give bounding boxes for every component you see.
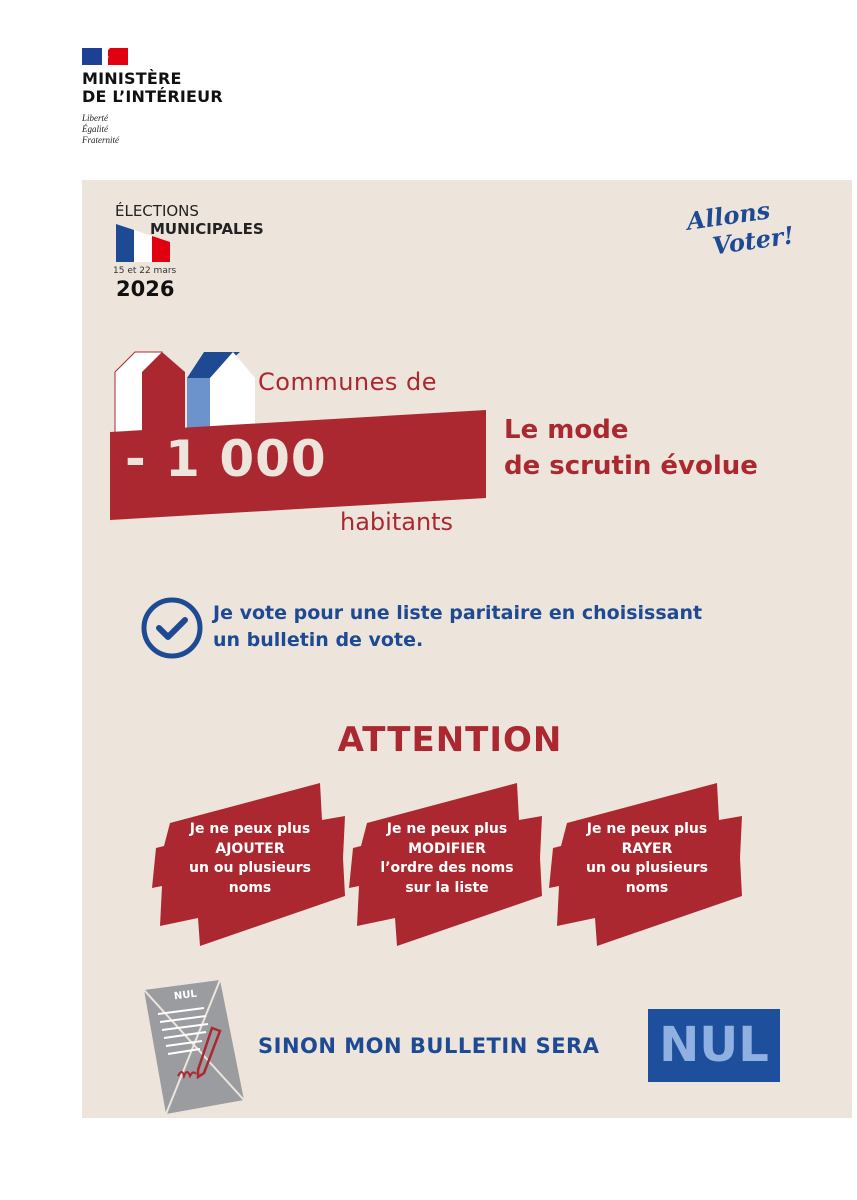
warning-banner-strike: Je ne peux plus RAYER un ou plusieurs no…: [547, 778, 747, 948]
houses-banner-graphic: [110, 351, 486, 520]
allons-voter-logo: Allons Voter!: [685, 193, 805, 288]
poster-panel: [82, 180, 852, 1118]
void-ballot-icon: NUL: [140, 978, 250, 1118]
warning-text: l’ordre des noms: [380, 860, 514, 876]
ribbon-shape: [349, 783, 542, 946]
election-subtitle: MUNICIPALES: [150, 220, 264, 238]
warning-text: Je ne peux plus: [189, 821, 311, 837]
ministry-name: MINISTÈRE DE L’INTÉRIEUR: [82, 70, 223, 106]
warning-text: Je ne peux plus: [586, 821, 708, 837]
election-dates: 15 et 22 mars: [113, 266, 177, 276]
warning-verb: AJOUTER: [215, 840, 285, 857]
warning-verb: MODIFIER: [408, 840, 486, 857]
nul-badge: NUL: [648, 1009, 780, 1082]
warning-text: noms: [625, 879, 669, 896]
warning-text: un ou plusieurs: [189, 860, 311, 876]
vote-statement-line-2: un bulletin de vote.: [213, 629, 424, 651]
warning-text: un ou plusieurs: [586, 860, 708, 876]
warning-text: noms: [228, 879, 272, 896]
headline: Le mode de scrutin évolue: [504, 412, 758, 484]
population-threshold: - 1 000: [125, 430, 327, 488]
motto-liberte: Liberté: [82, 113, 108, 123]
warning-banner-modify: Je ne peux plus MODIFIER l’ordre des nom…: [347, 778, 547, 948]
election-title: ÉLECTIONS: [115, 202, 199, 220]
headline-line-2: de scrutin évolue: [504, 451, 758, 481]
check-circle-icon: [141, 597, 203, 659]
ministry-line-1: MINISTÈRE: [82, 69, 182, 88]
warning-verb: RAYER: [621, 840, 673, 857]
communes-suffix: habitants: [340, 508, 454, 536]
void-statement: SINON MON BULLETIN SERA: [258, 1034, 600, 1058]
warning-banner-add: Je ne peux plus AJOUTER un ou plusieurs …: [150, 778, 350, 948]
vote-statement-line-1: Je vote pour une liste paritaire en choi…: [213, 602, 703, 624]
attention-heading: ATTENTION: [337, 720, 563, 760]
warning-text: Je ne peux plus: [386, 821, 508, 837]
marianne-logo-icon: [82, 48, 128, 65]
headline-line-1: Le mode: [504, 415, 629, 445]
communes-prefix: Communes de: [258, 368, 438, 396]
motto: Liberté Égalité Fraternité: [82, 113, 119, 146]
ballot-graphic: [143, 979, 245, 1115]
election-year: 2026: [116, 277, 175, 301]
motto-egalite: Égalité: [82, 124, 108, 134]
vote-statement: Je vote pour une liste paritaire en choi…: [213, 600, 702, 654]
warning-text: sur la liste: [405, 879, 489, 896]
ribbon-shape: [152, 783, 345, 946]
french-flag-icon: [116, 224, 170, 262]
motto-fraternite: Fraternité: [82, 135, 119, 145]
ribbon-shape: [549, 783, 742, 946]
ministry-line-2: DE L’INTÉRIEUR: [82, 87, 223, 106]
